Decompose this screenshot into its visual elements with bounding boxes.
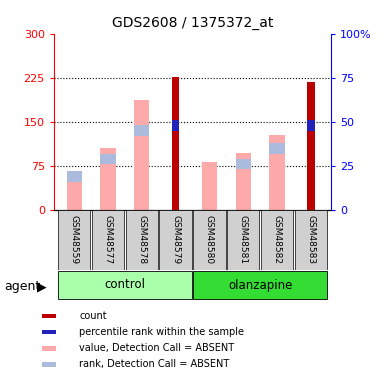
Text: agent: agent — [4, 280, 40, 293]
Bar — [134, 99, 149, 210]
FancyBboxPatch shape — [193, 271, 327, 299]
FancyBboxPatch shape — [295, 210, 327, 270]
FancyBboxPatch shape — [42, 346, 56, 351]
Text: GSM48582: GSM48582 — [273, 216, 281, 264]
Bar — [270, 143, 285, 154]
Bar — [100, 154, 115, 164]
Text: GSM48577: GSM48577 — [104, 215, 112, 265]
FancyBboxPatch shape — [42, 330, 56, 334]
Text: value, Detection Call = ABSENT: value, Detection Call = ABSENT — [79, 343, 234, 353]
Bar — [236, 159, 251, 170]
FancyBboxPatch shape — [42, 362, 56, 367]
FancyBboxPatch shape — [42, 314, 56, 318]
Text: GSM48579: GSM48579 — [171, 215, 180, 265]
Text: control: control — [104, 279, 146, 291]
Bar — [67, 180, 82, 210]
Text: GSM48559: GSM48559 — [70, 215, 79, 265]
FancyBboxPatch shape — [193, 210, 226, 270]
FancyBboxPatch shape — [159, 210, 192, 270]
Text: count: count — [79, 311, 107, 321]
Bar — [100, 148, 115, 210]
Bar — [270, 135, 285, 210]
Bar — [172, 77, 179, 210]
Text: GSM48583: GSM48583 — [306, 215, 315, 265]
Text: percentile rank within the sample: percentile rank within the sample — [79, 327, 244, 337]
Bar — [236, 153, 251, 210]
Text: ▶: ▶ — [37, 280, 46, 293]
Bar — [172, 120, 179, 131]
Bar — [134, 125, 149, 136]
Text: GSM48580: GSM48580 — [205, 215, 214, 265]
Bar — [307, 120, 315, 131]
FancyBboxPatch shape — [58, 271, 192, 299]
Text: olanzapine: olanzapine — [228, 279, 292, 291]
Text: rank, Detection Call = ABSENT: rank, Detection Call = ABSENT — [79, 360, 229, 369]
Bar — [67, 171, 82, 182]
FancyBboxPatch shape — [227, 210, 259, 270]
Text: GSM48581: GSM48581 — [239, 215, 248, 265]
FancyBboxPatch shape — [92, 210, 124, 270]
FancyBboxPatch shape — [58, 210, 90, 270]
FancyBboxPatch shape — [261, 210, 293, 270]
Bar — [202, 162, 217, 210]
Text: GSM48578: GSM48578 — [137, 215, 146, 265]
Bar — [307, 82, 315, 210]
FancyBboxPatch shape — [126, 210, 158, 270]
Title: GDS2608 / 1375372_at: GDS2608 / 1375372_at — [112, 16, 273, 30]
